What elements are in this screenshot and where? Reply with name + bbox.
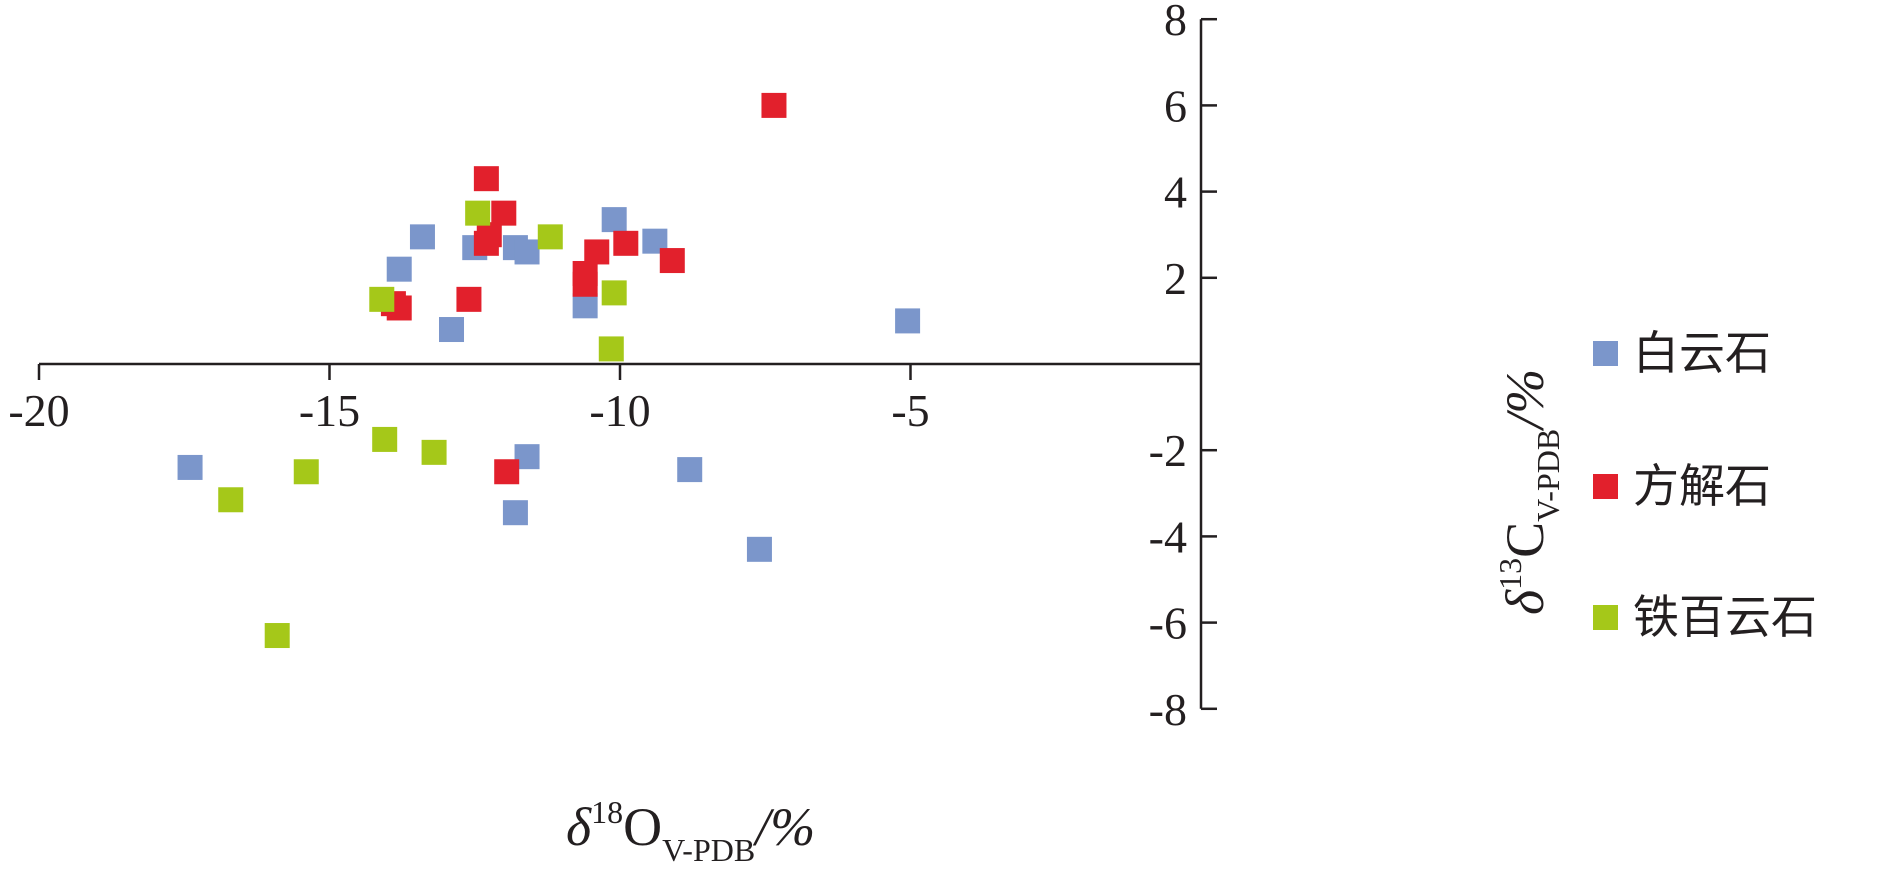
legend-swatch xyxy=(1593,605,1618,630)
legend-label: 白云石 xyxy=(1633,326,1771,380)
y-tick-label: -8 xyxy=(1149,684,1187,735)
x-tick-label: -5 xyxy=(891,385,929,436)
x-axis-title-suffix: /% xyxy=(752,797,815,857)
data-point-series-3 xyxy=(465,200,491,226)
data-point-series-1 xyxy=(514,239,540,265)
y-axis-title: δ13CV-PDB/% xyxy=(1492,369,1566,615)
data-point-series-1 xyxy=(177,454,203,480)
data-point-series-2 xyxy=(473,230,499,256)
data-point-series-1 xyxy=(677,457,703,483)
y-tick-label: 6 xyxy=(1164,80,1187,131)
data-point-series-1 xyxy=(386,256,412,282)
x-tick-label: -20 xyxy=(8,385,69,436)
legend-label: 铁百云石 xyxy=(1633,590,1817,644)
legend-swatch xyxy=(1593,474,1618,499)
data-point-series-3 xyxy=(537,224,563,250)
data-point-series-1 xyxy=(502,500,528,526)
y-tick-label: 8 xyxy=(1164,0,1187,45)
data-point-series-2 xyxy=(494,459,520,485)
data-point-series-3 xyxy=(293,459,319,485)
y-axis-title-group: δ13CV-PDB/% xyxy=(1492,369,1566,615)
data-point-series-2 xyxy=(761,92,787,118)
y-axis-title-delta: δ xyxy=(1495,589,1555,615)
data-point-series-2 xyxy=(584,239,610,265)
y-tick-label: -4 xyxy=(1149,511,1187,562)
x-axis-title-delta: δ xyxy=(566,797,592,857)
x-tick-label: -10 xyxy=(589,385,650,436)
data-point-series-3 xyxy=(218,487,244,513)
x-tick-label: -15 xyxy=(299,385,360,436)
data-point-series-1 xyxy=(746,536,772,562)
data-points xyxy=(177,92,921,649)
data-point-series-3 xyxy=(598,336,624,362)
data-point-series-1 xyxy=(601,207,627,233)
data-point-series-2 xyxy=(491,200,517,226)
y-ticks: 8 6 4 2 -2 -4 -6 -8 xyxy=(1149,0,1217,735)
data-point-series-2 xyxy=(456,286,482,312)
data-point-series-2 xyxy=(613,230,639,256)
data-point-series-3 xyxy=(369,286,395,312)
legend-label: 方解石 xyxy=(1633,459,1771,513)
data-point-series-1 xyxy=(439,317,465,343)
data-point-series-1 xyxy=(572,293,598,319)
x-axis-title-main: O xyxy=(623,797,662,857)
data-point-series-2 xyxy=(473,166,499,192)
y-tick-label: -2 xyxy=(1149,425,1187,476)
y-axis-title-sup: 13 xyxy=(1492,558,1528,590)
y-axis-title-suffix: /% xyxy=(1495,369,1555,432)
x-axis-title-sub: V-PDB xyxy=(662,832,755,868)
y-tick-label: 4 xyxy=(1164,167,1187,218)
y-tick-label: 2 xyxy=(1164,253,1187,304)
data-point-series-2 xyxy=(572,271,598,297)
y-axis-title-main: C xyxy=(1495,522,1555,558)
x-axis-title: δ18OV-PDB/% xyxy=(566,794,815,868)
data-point-series-1 xyxy=(895,308,921,334)
data-point-series-3 xyxy=(372,426,398,452)
y-tick-label: -6 xyxy=(1149,598,1187,649)
legend-swatch xyxy=(1593,341,1618,366)
data-point-series-2 xyxy=(659,248,685,274)
data-point-series-3 xyxy=(421,439,447,465)
data-point-series-3 xyxy=(264,623,290,649)
x-axis-title-sup: 18 xyxy=(591,794,623,830)
y-axis-title-sub: V-PDB xyxy=(1530,429,1566,522)
data-point-series-1 xyxy=(409,224,435,250)
data-point-series-3 xyxy=(601,280,627,306)
x-ticks: -20 -15 -10 -5 xyxy=(8,364,930,436)
